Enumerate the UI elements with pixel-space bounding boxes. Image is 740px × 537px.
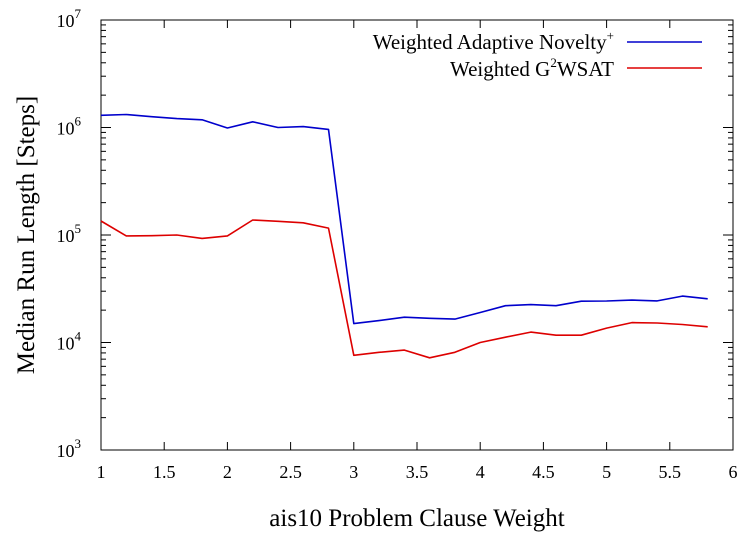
legend-sup-g2wsat: 2 bbox=[550, 55, 557, 70]
x-tick-labels: 1 1.5 2 2.5 3 3.5 4 4.5 5 5.5 6 bbox=[97, 462, 738, 482]
series-line-adaptive-novelty bbox=[100, 113, 708, 325]
y-tick-exponent: 4 bbox=[75, 329, 82, 344]
x-tick-label: 4 bbox=[476, 462, 485, 482]
axis-ticks bbox=[100, 19, 734, 451]
x-tick-label: 3.5 bbox=[406, 462, 429, 482]
y-tick-base: 10 bbox=[57, 11, 75, 31]
x-tick-label: 4.5 bbox=[532, 462, 555, 482]
legend: Weighted Adaptive Novelty+ Weighted G2WS… bbox=[373, 28, 702, 81]
x-tick-label: 1.5 bbox=[153, 462, 176, 482]
x-tick-label: 6 bbox=[729, 462, 738, 482]
y-tick-label: 107 bbox=[57, 6, 82, 31]
plot-frame bbox=[100, 19, 734, 451]
y-tick-exponent: 6 bbox=[75, 114, 82, 129]
x-tick-label: 2 bbox=[223, 462, 232, 482]
y-tick-label: 105 bbox=[57, 221, 82, 246]
y-tick-label: 103 bbox=[57, 436, 82, 461]
y-tick-base: 10 bbox=[57, 226, 75, 246]
x-axis-label: ais10 Problem Clause Weight bbox=[269, 505, 564, 532]
legend-name-g2wsat: Weighted G bbox=[450, 57, 550, 81]
legend-label-adaptive-novelty: Weighted Adaptive Novelty+ bbox=[373, 28, 614, 54]
x-tick-label: 2.5 bbox=[279, 462, 302, 482]
legend-suffix-g2wsat: WSAT bbox=[557, 57, 614, 81]
legend-label-g2wsat: Weighted G2WSAT bbox=[450, 55, 614, 81]
y-tick-base: 10 bbox=[57, 119, 75, 139]
y-axis-label: Median Run Length [Steps] bbox=[13, 96, 40, 374]
series-lines bbox=[100, 113, 708, 359]
y-tick-label: 104 bbox=[57, 329, 82, 354]
y-tick-exponent: 5 bbox=[75, 221, 82, 236]
legend-sup-adaptive-novelty: + bbox=[607, 28, 614, 43]
y-tick-label: 106 bbox=[57, 114, 82, 139]
y-tick-exponent: 3 bbox=[75, 436, 82, 451]
x-tick-label: 1 bbox=[97, 462, 106, 482]
legend-name-adaptive-novelty: Weighted Adaptive Novelty bbox=[373, 30, 607, 54]
x-tick-label: 3 bbox=[349, 462, 358, 482]
x-tick-label: 5 bbox=[602, 462, 611, 482]
y-tick-exponent: 7 bbox=[75, 6, 82, 21]
series-line-g2wsat bbox=[100, 219, 708, 359]
y-tick-base: 10 bbox=[57, 334, 75, 354]
y-tick-base: 10 bbox=[57, 441, 75, 461]
x-tick-label: 5.5 bbox=[659, 462, 682, 482]
